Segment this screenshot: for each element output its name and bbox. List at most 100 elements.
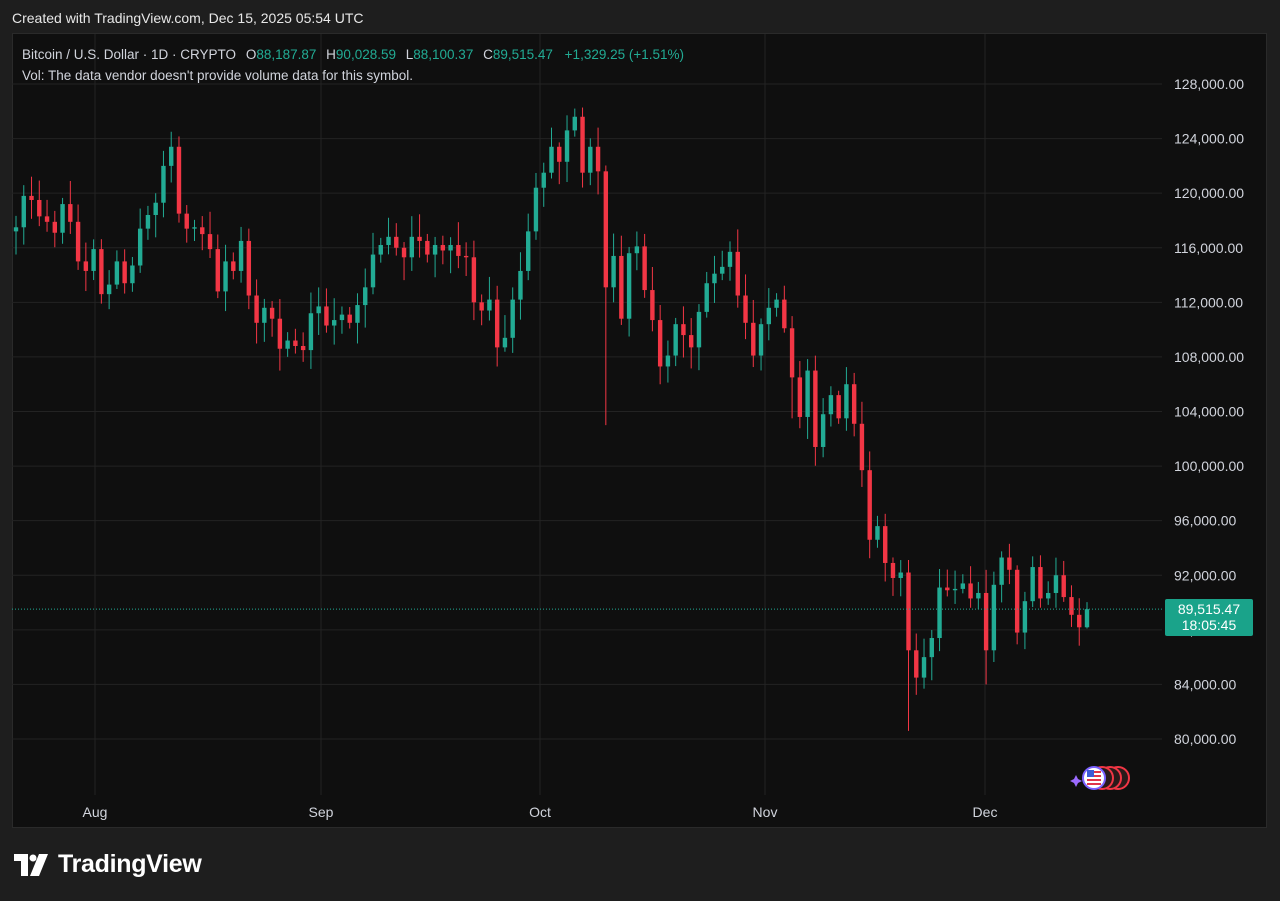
y-tick-label: 116,000.00 bbox=[1174, 240, 1243, 256]
candle-body bbox=[952, 588, 958, 591]
x-tick-label: Oct bbox=[529, 804, 551, 820]
y-tick-label: 84,000.00 bbox=[1174, 676, 1236, 692]
symbol-title[interactable]: Bitcoin / U.S. Dollar · 1D · CRYPTO bbox=[22, 47, 237, 62]
candle-body bbox=[875, 526, 880, 540]
y-tick-label: 128,000.00 bbox=[1174, 76, 1244, 92]
candle-body bbox=[91, 249, 96, 271]
x-tick-label: Sep bbox=[309, 804, 334, 820]
candle-body bbox=[890, 562, 896, 578]
candle-body bbox=[60, 204, 65, 233]
candle-body bbox=[813, 370, 818, 447]
candle-body bbox=[828, 395, 834, 415]
candle-body bbox=[262, 307, 267, 323]
candle-body bbox=[471, 257, 477, 303]
candle-body bbox=[285, 340, 290, 349]
candle-body bbox=[557, 146, 562, 162]
candle-body bbox=[200, 227, 205, 235]
candle-body bbox=[363, 287, 368, 306]
tradingview-wordmark: TradingView bbox=[58, 850, 202, 878]
open-label: O bbox=[245, 47, 257, 62]
candle-body bbox=[339, 314, 345, 321]
candle-body bbox=[145, 215, 151, 229]
candle-body bbox=[580, 116, 585, 173]
volume-note: Vol: The data vendor doesn't provide vol… bbox=[22, 68, 414, 83]
candle-body bbox=[370, 254, 376, 288]
candle-body bbox=[99, 249, 104, 295]
candle-body bbox=[137, 228, 143, 266]
y-tick-label: 120,000.00 bbox=[1174, 185, 1244, 201]
candle-body bbox=[169, 146, 174, 166]
candle-body bbox=[945, 587, 950, 591]
candle-body bbox=[21, 195, 26, 228]
candle-body bbox=[510, 299, 515, 338]
candle-body bbox=[743, 295, 748, 323]
candle-body bbox=[1069, 597, 1074, 615]
y-tick-label: 100,000.00 bbox=[1174, 458, 1244, 474]
candle-body bbox=[603, 171, 609, 288]
y-tick-label: 80,000.00 bbox=[1174, 731, 1236, 747]
candle-body bbox=[611, 255, 616, 288]
chart-panel[interactable] bbox=[12, 33, 1267, 828]
candle-body bbox=[238, 240, 244, 271]
y-tick-label: 108,000.00 bbox=[1174, 349, 1244, 365]
candle-body bbox=[681, 324, 686, 336]
candle-body bbox=[642, 246, 647, 291]
last-price-value: 89,515.47 bbox=[1177, 601, 1241, 617]
candle-body bbox=[844, 384, 849, 419]
candle-body bbox=[293, 340, 298, 346]
y-tick-label: 92,000.00 bbox=[1174, 567, 1236, 583]
candle-body bbox=[440, 245, 446, 251]
close-label: C bbox=[483, 47, 493, 62]
candle-body bbox=[626, 253, 632, 319]
candle-body bbox=[68, 204, 73, 222]
candle-body bbox=[650, 290, 655, 321]
candle-body bbox=[316, 306, 321, 314]
candle-body bbox=[526, 231, 531, 271]
candle-body bbox=[44, 216, 50, 222]
candle-body bbox=[859, 423, 865, 471]
candle-body bbox=[588, 146, 593, 173]
symbol-legend: Bitcoin / U.S. Dollar · 1D · CRYPTO O88,… bbox=[22, 44, 684, 86]
candle-body bbox=[657, 320, 663, 367]
candle-body bbox=[355, 305, 360, 323]
economic-events-markers[interactable] bbox=[1068, 765, 1134, 793]
x-tick-label: Aug bbox=[83, 804, 108, 820]
candle-body bbox=[378, 245, 383, 255]
candle-body bbox=[518, 270, 523, 300]
candle-body bbox=[122, 261, 127, 284]
candle-body bbox=[254, 295, 259, 323]
candle-body bbox=[1061, 575, 1066, 598]
candle-body bbox=[347, 314, 352, 323]
candle-body bbox=[479, 302, 484, 311]
candle-body bbox=[130, 265, 135, 284]
candle-body bbox=[1007, 557, 1012, 570]
last-price-tag: 89,515.47 18:05:45 bbox=[1165, 599, 1253, 636]
candle-body bbox=[487, 299, 492, 311]
candle-body bbox=[595, 146, 601, 172]
candle-body bbox=[758, 324, 764, 356]
candle-body bbox=[549, 146, 554, 173]
candle-body bbox=[1053, 575, 1059, 593]
candle-body bbox=[797, 377, 803, 417]
candle-body bbox=[774, 299, 779, 308]
us-flag-event-icon[interactable] bbox=[1082, 766, 1130, 790]
open-value: 88,187.87 bbox=[256, 47, 317, 62]
candle-body bbox=[782, 299, 787, 329]
tradingview-brand[interactable]: TradingView bbox=[14, 850, 202, 879]
candle-body bbox=[494, 299, 500, 348]
tradingview-logo-icon bbox=[14, 853, 48, 876]
candle-body bbox=[836, 395, 841, 419]
candle-body bbox=[386, 236, 391, 246]
candle-body bbox=[688, 335, 694, 348]
candle-body bbox=[1084, 609, 1090, 628]
candle-body bbox=[921, 657, 927, 678]
candle-body bbox=[409, 236, 415, 258]
candle-body bbox=[417, 236, 422, 241]
candle-body bbox=[766, 307, 772, 325]
candle-body bbox=[665, 355, 671, 367]
candle-body bbox=[161, 165, 166, 203]
candle-body bbox=[432, 245, 438, 255]
candle-body bbox=[883, 526, 888, 563]
candle-body bbox=[425, 240, 430, 255]
candle-body bbox=[401, 247, 407, 258]
